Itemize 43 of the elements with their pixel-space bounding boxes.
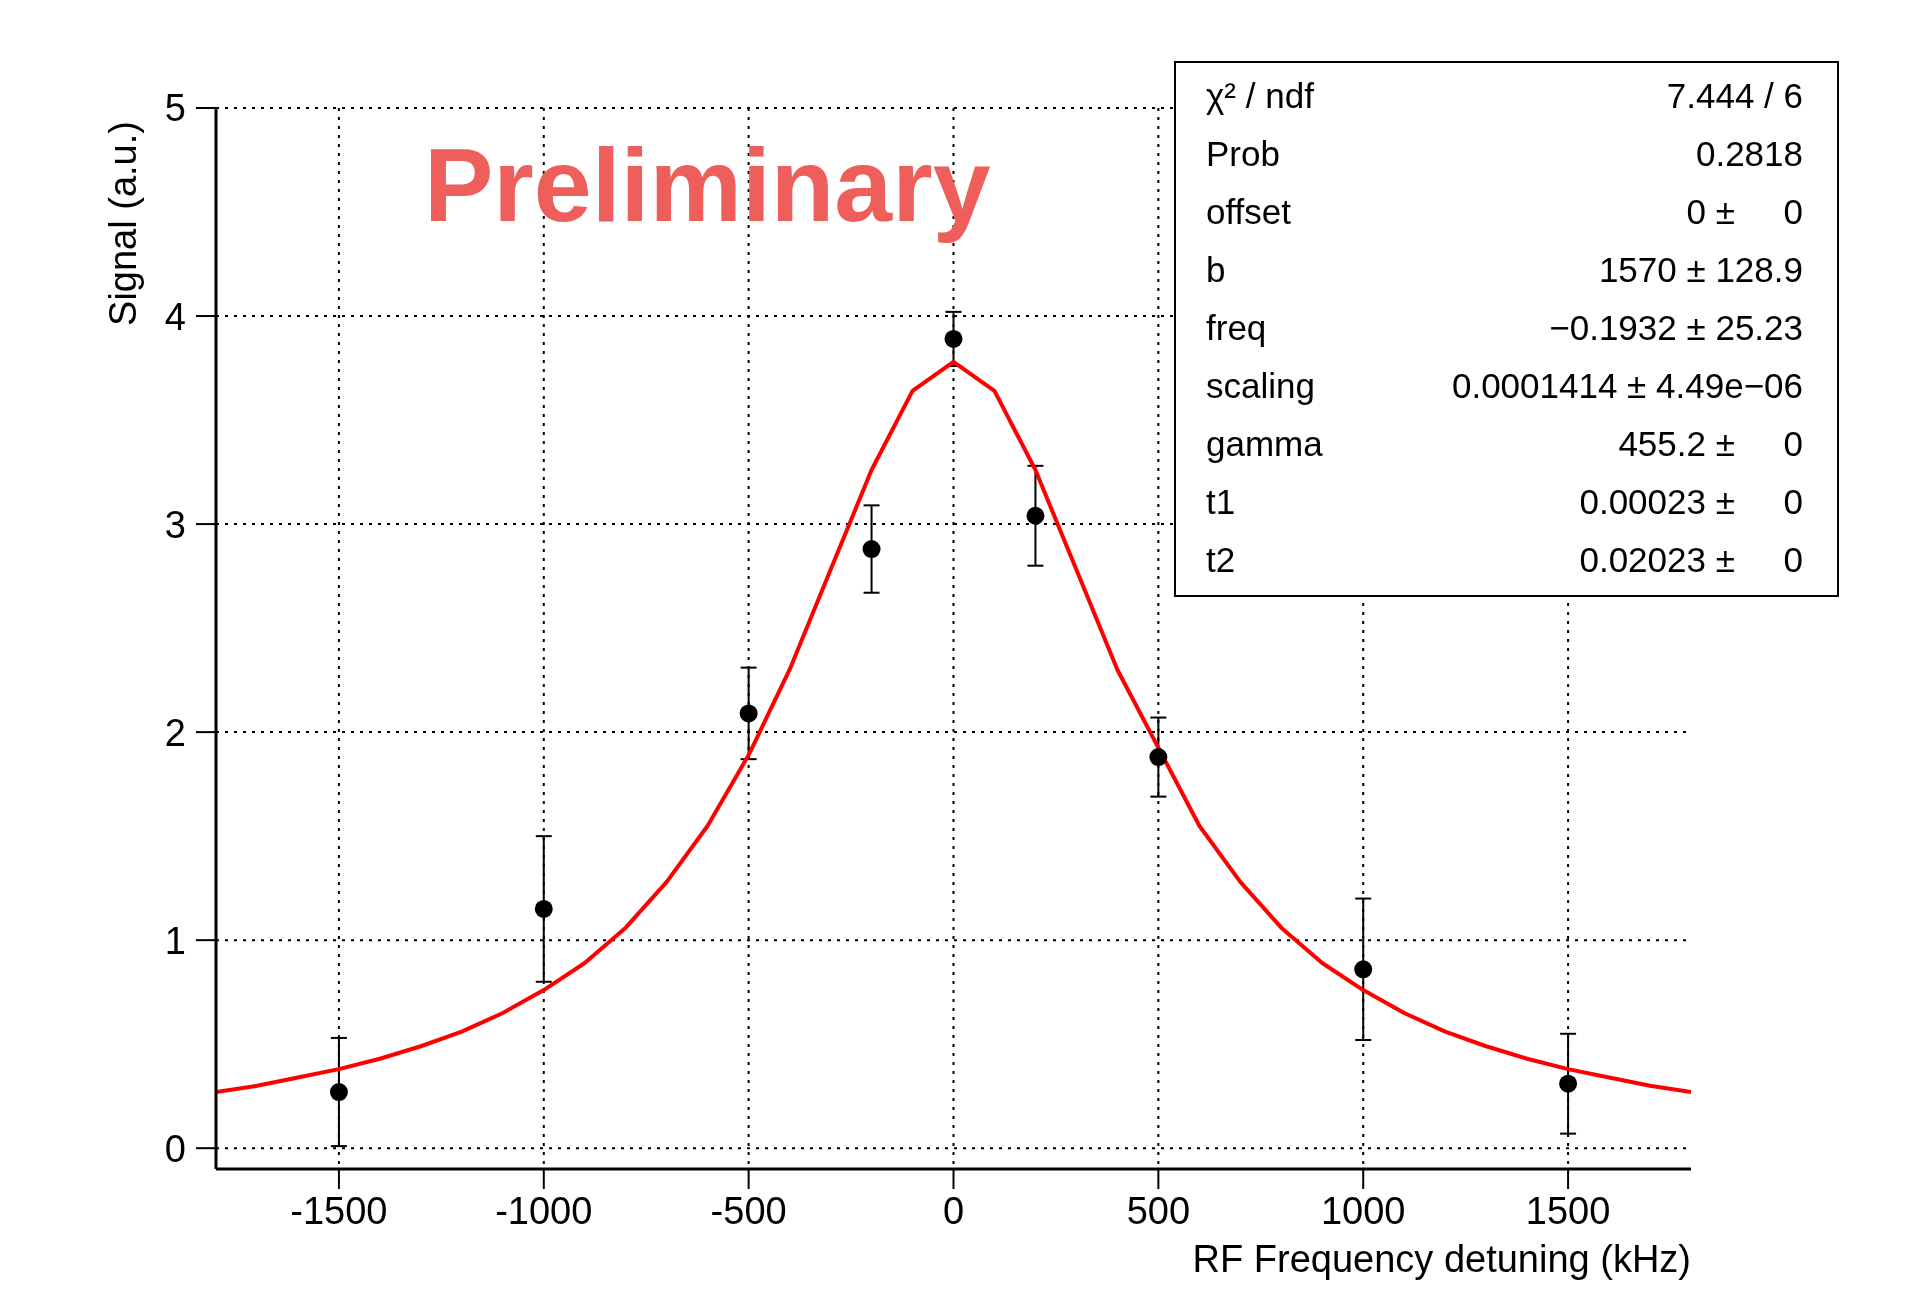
y-tick-label: 4 <box>164 295 186 338</box>
annotation: Preliminary <box>424 126 991 245</box>
annotation: Prob <box>1206 134 1280 174</box>
annotation: 455.2 ± 0 <box>1618 424 1803 464</box>
annotation: offset <box>1206 192 1291 232</box>
point <box>944 329 963 348</box>
annotation: χ² / ndf <box>1206 76 1314 116</box>
annotation: t1 <box>1206 482 1236 522</box>
annotation: gamma <box>1206 424 1323 464</box>
point <box>534 899 553 918</box>
y-tick-label: 3 <box>164 503 186 546</box>
point <box>329 1083 348 1102</box>
annotation: 7.444 / 6 <box>1666 76 1803 116</box>
annotation: 0 ± 0 <box>1686 192 1803 232</box>
x-axis-title: RF Frequency detuning (kHz) <box>1192 1238 1691 1281</box>
annotation: b <box>1206 250 1226 290</box>
point <box>1026 506 1045 525</box>
point <box>1559 1074 1578 1093</box>
point <box>1149 748 1168 767</box>
x-tick-label: -500 <box>710 1189 787 1232</box>
x-tick-label: 1000 <box>1320 1189 1406 1232</box>
point <box>739 704 758 723</box>
y-tick-label: 5 <box>164 87 186 130</box>
y-tick-label: 1 <box>164 919 186 962</box>
x-tick-label: -1000 <box>495 1189 593 1232</box>
annotation: −0.1932 ± 25.23 <box>1549 308 1803 348</box>
x-tick-label: 0 <box>942 1189 965 1232</box>
point <box>862 540 881 559</box>
x-tick-label: -1500 <box>290 1189 388 1232</box>
text: 0.2818 <box>1695 134 1803 173</box>
annotation: 0.00023 ± 0 <box>1579 482 1803 522</box>
x-tick-label: 500 <box>1126 1189 1191 1232</box>
annotation: scaling <box>1206 366 1315 406</box>
y-axis-title: Signal (a.u.) <box>101 120 145 326</box>
annotation: 0.02023 ± 0 <box>1579 540 1803 580</box>
x-tick-label: 1500 <box>1525 1189 1611 1232</box>
point <box>1354 960 1373 979</box>
annotation: t2 <box>1206 540 1236 580</box>
annotation: 1570 ± 128.9 <box>1598 250 1803 290</box>
annotation: 0.0001414 ± 4.49e−06 <box>1451 366 1803 406</box>
y-tick-label: 0 <box>164 1127 186 1170</box>
y-tick-label: 2 <box>164 711 186 754</box>
annotation: freq <box>1206 308 1267 348</box>
